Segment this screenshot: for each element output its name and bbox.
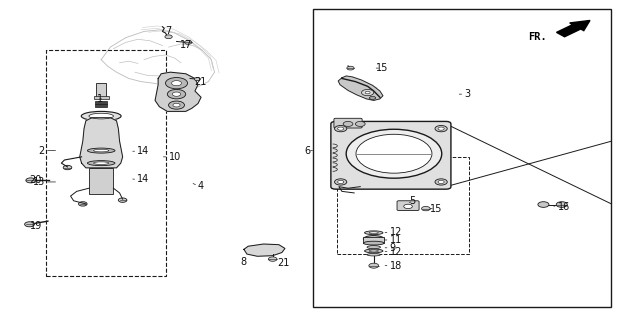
Bar [94, 96, 109, 99]
Circle shape [184, 41, 192, 44]
Text: 3: 3 [464, 89, 471, 99]
Circle shape [369, 96, 376, 100]
Ellipse shape [363, 236, 384, 243]
Circle shape [268, 257, 277, 261]
FancyBboxPatch shape [397, 201, 419, 211]
Circle shape [438, 180, 444, 184]
Bar [46, 50, 166, 276]
Circle shape [356, 121, 365, 126]
Text: 1: 1 [97, 94, 103, 104]
Bar [89, 168, 114, 195]
Polygon shape [244, 244, 285, 256]
Text: 18: 18 [389, 261, 402, 271]
Circle shape [435, 179, 447, 185]
Text: 17: 17 [179, 40, 192, 50]
Circle shape [538, 202, 549, 207]
Circle shape [338, 180, 344, 184]
Circle shape [356, 134, 432, 173]
Circle shape [435, 125, 447, 132]
Text: 21: 21 [277, 258, 289, 268]
Circle shape [404, 204, 412, 209]
Circle shape [169, 101, 184, 109]
Ellipse shape [94, 149, 109, 152]
Circle shape [173, 103, 180, 107]
Text: 12: 12 [389, 227, 402, 237]
Circle shape [346, 129, 442, 178]
Text: 14: 14 [138, 146, 149, 156]
FancyBboxPatch shape [334, 118, 362, 128]
Text: 12: 12 [389, 247, 402, 257]
Bar [312, 10, 611, 308]
Ellipse shape [367, 253, 381, 256]
Text: 15: 15 [376, 63, 389, 73]
Circle shape [79, 202, 87, 206]
Circle shape [166, 77, 188, 89]
Text: 2: 2 [39, 146, 45, 156]
Circle shape [347, 66, 354, 70]
Bar [337, 157, 469, 254]
Circle shape [343, 121, 353, 126]
Text: 21: 21 [194, 77, 207, 87]
Circle shape [24, 222, 34, 227]
Ellipse shape [363, 241, 384, 245]
Circle shape [172, 81, 181, 86]
Text: 5: 5 [409, 196, 416, 206]
Polygon shape [556, 20, 590, 37]
Ellipse shape [369, 250, 378, 252]
Text: 20: 20 [29, 175, 42, 185]
Ellipse shape [81, 111, 121, 121]
Circle shape [556, 202, 568, 207]
Circle shape [173, 92, 181, 96]
Ellipse shape [88, 148, 115, 153]
Ellipse shape [88, 161, 115, 166]
Text: 11: 11 [389, 235, 402, 245]
Ellipse shape [364, 231, 383, 235]
Bar [95, 101, 108, 104]
Circle shape [334, 179, 347, 185]
Circle shape [365, 91, 370, 94]
Text: 7: 7 [166, 27, 172, 36]
Text: 15: 15 [430, 204, 442, 214]
Bar [363, 237, 384, 243]
Text: 6: 6 [304, 146, 311, 156]
Circle shape [194, 77, 201, 81]
Circle shape [334, 125, 347, 132]
Ellipse shape [367, 246, 381, 249]
Circle shape [338, 127, 344, 130]
Circle shape [369, 263, 379, 268]
FancyBboxPatch shape [331, 121, 451, 189]
Text: 14: 14 [138, 174, 149, 184]
Text: 9: 9 [389, 243, 396, 253]
Circle shape [26, 178, 36, 183]
Polygon shape [155, 72, 201, 111]
Text: 10: 10 [169, 152, 181, 162]
Polygon shape [338, 76, 383, 100]
Text: FR.: FR. [528, 32, 546, 42]
Bar [96, 83, 106, 97]
Ellipse shape [364, 249, 383, 253]
Circle shape [361, 89, 374, 96]
Text: 16: 16 [558, 202, 570, 212]
Circle shape [438, 127, 444, 130]
Circle shape [168, 89, 186, 99]
Text: 4: 4 [198, 181, 204, 191]
Circle shape [118, 198, 127, 202]
Circle shape [63, 165, 72, 170]
Circle shape [421, 206, 430, 211]
Circle shape [165, 35, 172, 39]
Ellipse shape [94, 162, 109, 164]
Ellipse shape [369, 232, 378, 234]
Text: 8: 8 [240, 257, 246, 267]
Bar [95, 105, 108, 107]
Text: 13: 13 [32, 177, 45, 187]
Ellipse shape [89, 113, 114, 119]
Text: 19: 19 [29, 221, 42, 231]
Polygon shape [80, 118, 122, 168]
